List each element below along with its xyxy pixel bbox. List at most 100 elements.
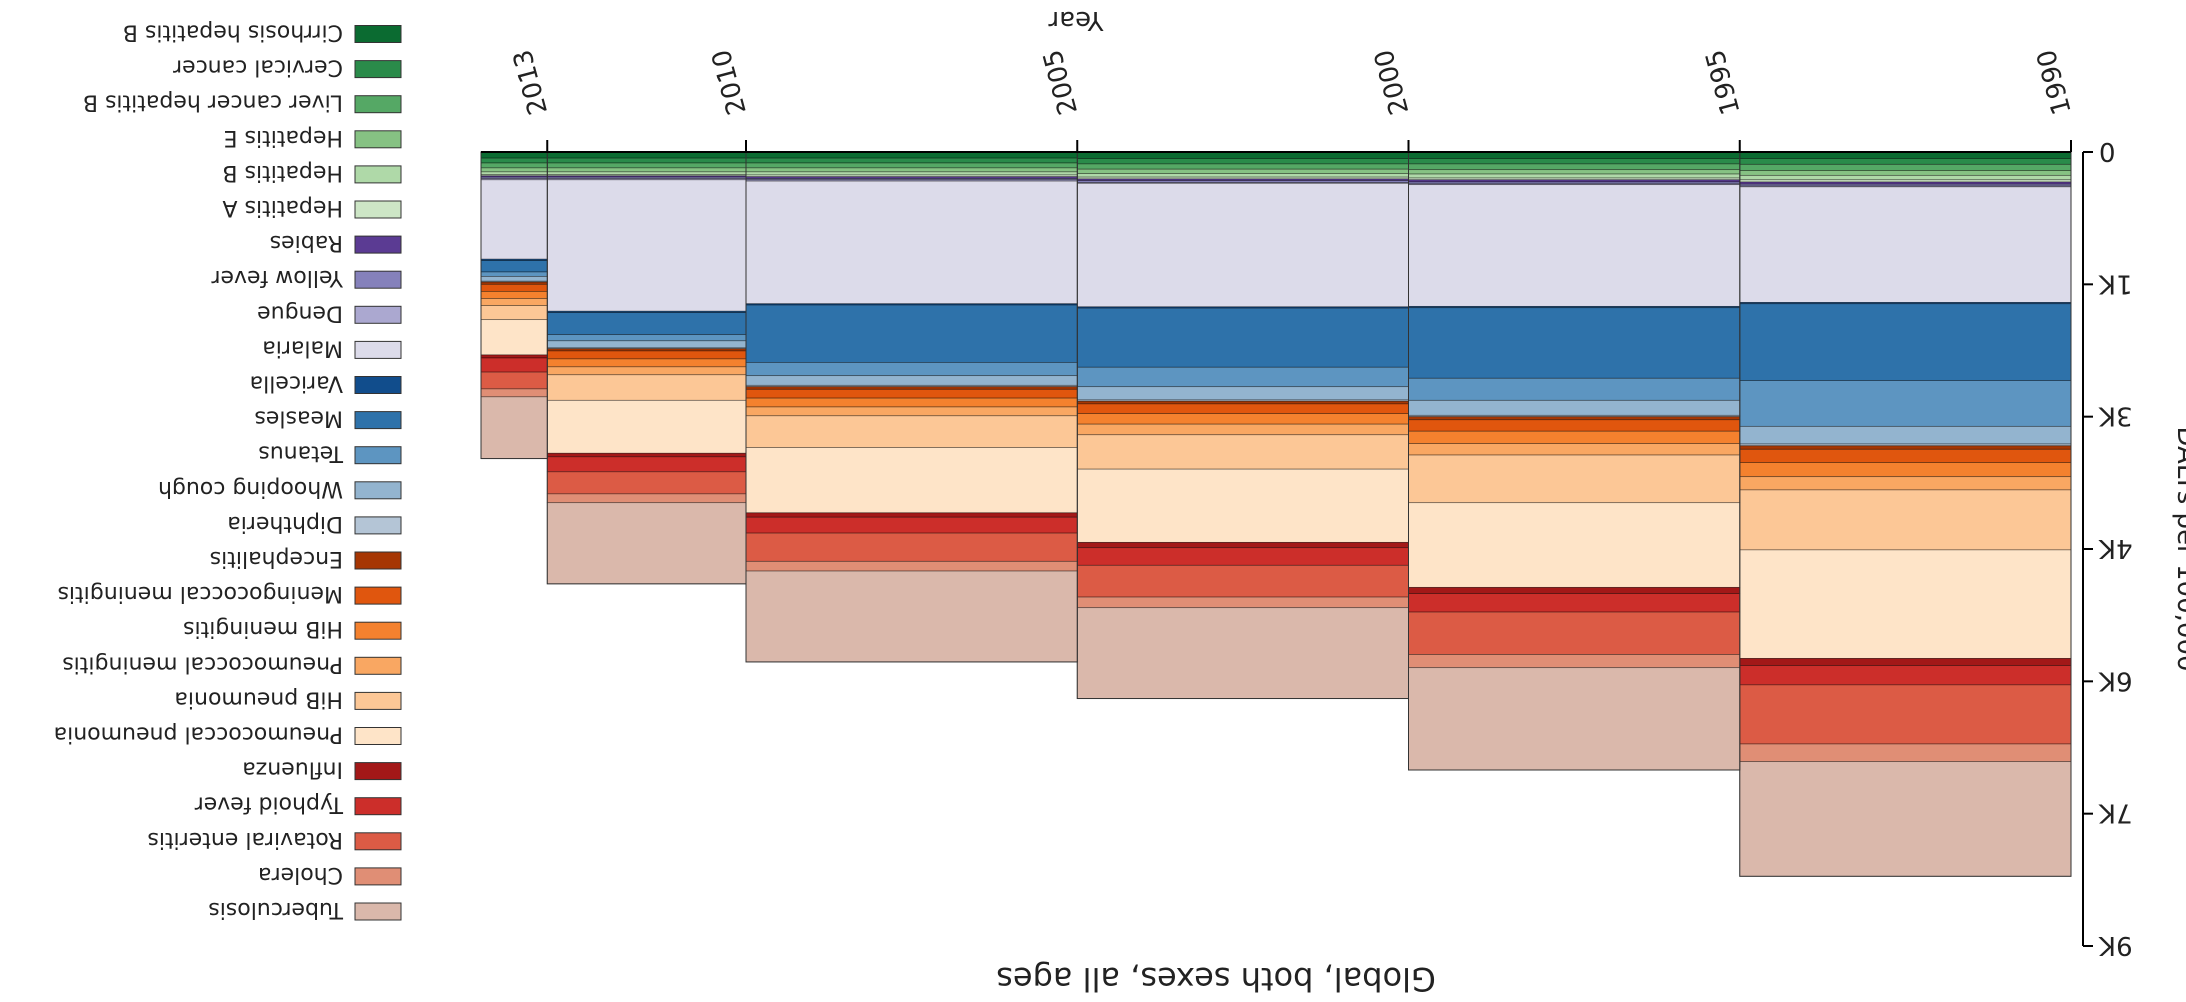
bar-segment-2010-meningococcal-meningitis — [546, 350, 747, 360]
bar-segment-2013-tetanus — [480, 271, 548, 277]
bar-segments — [480, 151, 2072, 877]
legend-swatch-pneumococcal-meningitis — [354, 656, 402, 675]
legend-swatch-hib-meningitis — [354, 621, 402, 640]
bar-segment-2013-hib-pneumonia — [480, 305, 548, 321]
bar-segment-1990-whooping-cough — [1739, 425, 2072, 445]
legend-swatch-hepatitis-e — [354, 130, 402, 149]
bar-segment-1995-hepatitis-b — [1408, 173, 1741, 179]
bar-segment-2010-influenza — [546, 452, 747, 458]
y-tick-label: 1K — [2098, 268, 2133, 298]
bar-segment-2010-tuberculosis — [546, 502, 747, 585]
bar-segment-1990-hib-meningitis — [1739, 462, 2072, 478]
legend-label-hib-meningitis: HiB meningitis — [183, 616, 343, 641]
legend-swatch-encephalitis — [354, 551, 402, 570]
bar-segment-2000-hib-pneumonia — [1076, 434, 1409, 470]
legend-swatch-liver-cancer-hepatitis-b — [354, 95, 402, 114]
bar-segment-1990-pneumococcal-pneumonia — [1739, 549, 2072, 659]
bar-segment-1995-pneumococcal-meningitis — [1408, 443, 1741, 456]
y-axis-title: DALYs per 100,000 — [2171, 426, 2186, 671]
bar-segment-2013-whooping-cough — [480, 275, 548, 282]
bar-segment-2013-pneumococcal-meningitis — [480, 298, 548, 306]
bar-segment-2010-liver-cancer-hepatitis-b — [546, 162, 747, 169]
bar-segment-2000-malaria — [1076, 182, 1409, 308]
bar-segment-2005-cervical-cancer — [745, 157, 1078, 164]
legend-swatch-tetanus — [354, 446, 402, 465]
legend-swatch-whooping-cough — [354, 481, 402, 500]
bar-segment-2000-cholera — [1076, 596, 1409, 609]
x-tick-label: 1990 — [2032, 46, 2078, 118]
bar-segment-2005-rotaviral-enteritis — [745, 532, 1078, 562]
bar-segment-1990-cholera — [1739, 743, 2072, 763]
bar-segment-2013-meningococcal-meningitis — [480, 283, 548, 292]
bar-segment-2010-pneumococcal-pneumonia — [546, 399, 747, 454]
bar-segment-2010-malaria — [546, 179, 747, 312]
y-tick-label: 9K — [2098, 930, 2133, 960]
legend-swatch-tuberculosis — [354, 902, 402, 921]
bar-segment-1995-cervical-cancer — [1408, 158, 1741, 165]
bar-segment-2005-influenza — [745, 512, 1078, 518]
bar-segment-2013-pneumococcal-pneumonia — [480, 319, 548, 356]
bar-segment-1995-hib-pneumonia — [1408, 454, 1741, 504]
bar-segment-2005-tuberculosis — [745, 570, 1078, 663]
bar-segment-1990-tetanus — [1739, 380, 2072, 427]
legend-label-hib-pneumonia: HiB pneumonia — [174, 686, 343, 711]
x-tick-label: 2000 — [1369, 46, 1415, 118]
legend-swatch-pneumococcal-pneumonia — [354, 727, 402, 745]
chart-title: Global, both sexes, all ages — [996, 960, 1436, 998]
bar-segment-1990-meningococcal-meningitis — [1739, 448, 2072, 463]
bar-segment-2010-typhoid-fever — [546, 456, 747, 473]
bar-segment-2000-pneumococcal-pneumonia — [1076, 468, 1409, 543]
bar-segment-1990-cervical-cancer — [1739, 158, 2072, 165]
legend-label-cervical-cancer: Cervical cancer — [172, 55, 343, 80]
legend-label-whooping-cough: Whooping cough — [158, 476, 343, 501]
legend-label-pneumococcal-pneumonia: Pneumococcal pneumonia — [54, 722, 343, 747]
bar-segment-2010-hib-meningitis — [546, 358, 747, 368]
legend-label-hepatitis-e: Hepatitis E — [224, 125, 343, 150]
legend-label-malaria: Malaria — [262, 335, 343, 360]
bar-segment-2000-whooping-cough — [1076, 386, 1409, 401]
legend-label-rotaviral-enteritis: Rotaviral enteritis — [147, 827, 343, 852]
bar-segment-2013-measles — [480, 260, 548, 273]
bar-segment-2005-measles — [745, 304, 1078, 363]
bar-segment-2005-hib-meningitis — [745, 397, 1078, 408]
bar-segment-1995-rotaviral-enteritis — [1408, 611, 1741, 655]
bar-segment-1995-tetanus — [1408, 377, 1741, 401]
bar-segment-2000-hepatitis-e — [1076, 168, 1409, 175]
bar-segment-2000-hib-meningitis — [1076, 413, 1409, 425]
legend-label-measles: Measles — [254, 406, 343, 431]
bar-segment-1995-malaria — [1408, 184, 1741, 307]
bar-segment-2013-malaria — [480, 179, 548, 260]
legend-label-hepatitis-a: Hepatitis A — [222, 195, 343, 220]
bar-segment-2013-liver-cancer-hepatitis-b — [480, 162, 548, 169]
legend-swatch-yellow-fever — [354, 270, 402, 289]
bar-segment-2000-pneumococcal-meningitis — [1076, 423, 1409, 436]
bar-segment-2010-cervical-cancer — [546, 157, 747, 164]
bar-segment-2005-hib-pneumonia — [745, 415, 1078, 448]
bar-segment-2005-cholera — [745, 560, 1078, 572]
legend-label-cholera: Cholera — [258, 862, 343, 887]
legend-swatch-typhoid-fever — [354, 797, 402, 816]
bar-segment-1995-liver-cancer-hepatitis-b — [1408, 163, 1741, 171]
x-tick-label: 2005 — [1038, 46, 1084, 118]
bar-segment-2005-whooping-cough — [745, 375, 1078, 386]
bar-segment-2000-typhoid-fever — [1076, 547, 1409, 566]
bar-segment-1995-typhoid-fever — [1408, 593, 1741, 613]
bar-segment-2013-hib-meningitis — [480, 290, 548, 299]
bar-segment-1990-encephalitis — [1739, 445, 2072, 450]
y-tick-label: 4K — [2098, 533, 2133, 563]
bar-segment-2013-influenza — [480, 354, 548, 359]
x-axis-title: Year — [1048, 5, 1104, 35]
bar-segment-2005-meningococcal-meningitis — [745, 388, 1078, 399]
bar-segment-1995-influenza — [1408, 586, 1741, 594]
bar-segment-2013-rotaviral-enteritis — [480, 371, 548, 390]
bar-segment-2005-tetanus — [745, 362, 1078, 377]
bar-segment-2010-measles — [546, 312, 747, 336]
bar-segment-1995-cholera — [1408, 654, 1741, 669]
legend-swatch-measles — [354, 411, 402, 430]
legend-swatch-dengue — [354, 305, 402, 324]
bar-segment-2013-cervical-cancer — [480, 157, 548, 164]
bar-segment-1990-hepatitis-e — [1739, 170, 2072, 176]
bar-segment-2010-rotaviral-enteritis — [546, 471, 747, 495]
